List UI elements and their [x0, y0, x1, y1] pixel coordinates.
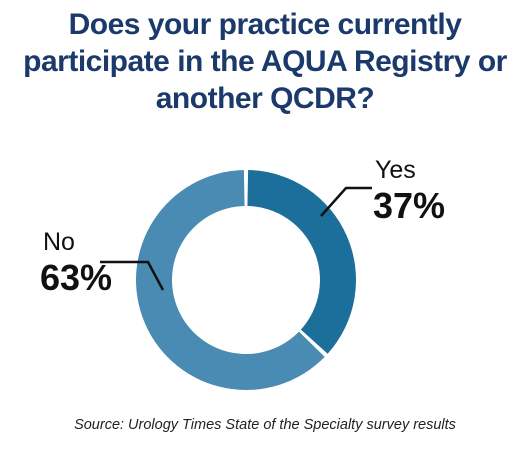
leader-line-yes: [320, 186, 372, 217]
title-line-3: another QCDR?: [155, 82, 375, 115]
donut-slices: [135, 170, 356, 391]
slice-label-no: No: [43, 228, 75, 256]
title-line-2: participate in the AQUA Registry or: [23, 45, 507, 78]
source-note: Source: Urology Times State of the Speci…: [74, 417, 456, 433]
slice-labels: Yes 37% No 63%: [40, 156, 445, 298]
donut-slice-yes: [247, 170, 356, 354]
leader-line-no: [100, 260, 165, 291]
donut-slice-no: [135, 170, 325, 391]
slice-label-yes: Yes: [375, 156, 416, 184]
slice-value-no: 63%: [40, 257, 112, 298]
title-line-1: Does your practice currently: [68, 8, 462, 41]
chart-title: Does your practice currently participate…: [0, 6, 530, 117]
leader-lines: [100, 186, 372, 291]
slice-value-yes: 37%: [373, 185, 445, 226]
